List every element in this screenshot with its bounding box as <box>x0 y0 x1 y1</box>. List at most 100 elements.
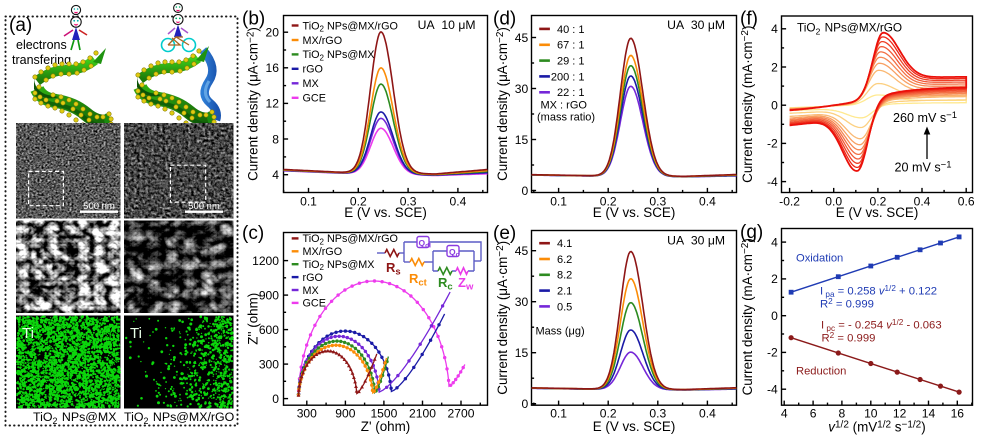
svg-text:TiO2 NPs@MX: TiO2 NPs@MX <box>303 259 375 272</box>
svg-text:10: 10 <box>864 407 878 421</box>
svg-text:(d): (d) <box>493 9 516 30</box>
svg-text:(mass ratio): (mass ratio) <box>537 111 595 123</box>
svg-text:14: 14 <box>922 407 936 421</box>
svg-text:MX/rGO: MX/rGO <box>303 246 343 258</box>
svg-text:-0.2: -0.2 <box>779 195 800 209</box>
svg-text:16: 16 <box>951 407 965 421</box>
svg-text:(f): (f) <box>740 9 758 30</box>
svg-text:0.1: 0.1 <box>550 194 567 208</box>
svg-text:8: 8 <box>839 407 846 421</box>
svg-text:0.0: 0.0 <box>825 195 842 209</box>
svg-text:electrons: electrons <box>16 38 67 52</box>
svg-text:0: 0 <box>272 392 279 406</box>
svg-text:1200: 1200 <box>252 254 279 268</box>
svg-text:1500: 1500 <box>370 407 397 421</box>
svg-text:20 mV s−1: 20 mV s−1 <box>894 160 951 175</box>
svg-text:Zw: Zw <box>458 275 474 293</box>
svg-text:Rc: Rc <box>438 275 453 293</box>
svg-text:0.2: 0.2 <box>600 407 617 421</box>
svg-text:0: 0 <box>521 184 528 198</box>
svg-text:4: 4 <box>771 22 778 36</box>
svg-text:15: 15 <box>515 133 529 147</box>
svg-text:0: 0 <box>521 397 528 411</box>
svg-text:E (V vs. SCE): E (V vs. SCE) <box>344 205 427 220</box>
svg-text:UA 30 μM: UA 30 μM <box>667 18 725 32</box>
svg-text:900: 900 <box>335 407 355 421</box>
svg-text:0.3: 0.3 <box>400 194 417 208</box>
svg-text:2: 2 <box>771 60 778 74</box>
svg-text:rGO: rGO <box>303 64 323 76</box>
svg-text:0.4: 0.4 <box>449 194 466 208</box>
svg-text:2: 2 <box>771 272 778 286</box>
svg-text:Current density (mA·cm−2): Current density (mA·cm−2) <box>740 26 755 183</box>
svg-text:Ti: Ti <box>130 325 142 342</box>
svg-text:600: 600 <box>259 323 279 337</box>
svg-text:MX: MX <box>303 78 319 90</box>
svg-text:4: 4 <box>781 407 788 421</box>
svg-text:v1/2 (mV1/2 s−1/2): v1/2 (mV1/2 s−1/2) <box>828 420 925 435</box>
svg-text:45: 45 <box>515 244 529 258</box>
svg-text:Current density (μA·cm−2): Current density (μA·cm−2) <box>246 27 261 181</box>
svg-text:-4: -4 <box>767 383 778 397</box>
svg-text:30: 30 <box>515 295 529 309</box>
svg-text:20: 20 <box>266 26 280 40</box>
svg-text:0.4: 0.4 <box>699 194 716 208</box>
svg-text:Current density (mA·cm−2): Current density (mA·cm−2) <box>740 238 755 395</box>
svg-text:GCE: GCE <box>303 93 326 105</box>
svg-text:TiO2 NPs@MX/rGO: TiO2 NPs@MX/rGO <box>797 21 902 37</box>
svg-text:260 mV s−1: 260 mV s−1 <box>893 110 957 125</box>
svg-text:E (V vs. SCE): E (V vs. SCE) <box>593 205 676 220</box>
svg-text:(g): (g) <box>740 222 763 243</box>
svg-text:(a): (a) <box>9 15 32 36</box>
svg-text:E (V vs. SCE): E (V vs. SCE) <box>836 205 919 220</box>
svg-text:500 nm: 500 nm <box>83 201 115 212</box>
svg-text:TiO2 NPs@MX: TiO2 NPs@MX <box>33 410 116 426</box>
svg-text:MX : rGO: MX : rGO <box>541 99 588 111</box>
svg-text:45: 45 <box>515 31 529 45</box>
svg-text:300: 300 <box>259 357 279 371</box>
svg-text:0.2: 0.2 <box>600 194 617 208</box>
svg-text:2.1: 2.1 <box>557 286 572 298</box>
svg-text:2100: 2100 <box>409 407 436 421</box>
svg-text:Oxidation: Oxidation <box>796 253 843 265</box>
svg-text:30: 30 <box>515 82 529 96</box>
svg-text:8: 8 <box>272 132 279 146</box>
svg-text:12: 12 <box>893 407 907 421</box>
svg-text:rGO: rGO <box>303 272 323 284</box>
svg-text:40 : 1: 40 : 1 <box>557 24 585 36</box>
svg-text:8.2: 8.2 <box>557 270 572 282</box>
svg-text:0.1: 0.1 <box>550 407 567 421</box>
svg-text:0.3: 0.3 <box>649 407 666 421</box>
svg-text:MX: MX <box>303 285 319 297</box>
svg-text:0.6: 0.6 <box>958 195 975 209</box>
svg-text:0.3: 0.3 <box>649 194 666 208</box>
svg-text:UA 30 μM: UA 30 μM <box>667 234 725 248</box>
svg-text:Mass (μg): Mass (μg) <box>536 326 585 338</box>
svg-text:MX/rGO: MX/rGO <box>303 35 343 47</box>
svg-text:(b): (b) <box>242 9 265 30</box>
svg-text:Rct: Rct <box>409 271 428 289</box>
svg-text:Z'' (ohm): Z'' (ohm) <box>246 293 261 345</box>
svg-text:Current density (μA·cm−2): Current density (μA·cm−2) <box>495 241 510 395</box>
svg-text:UA 10 μM: UA 10 μM <box>418 18 476 32</box>
svg-text:R2 = 0.999: R2 = 0.999 <box>822 331 876 345</box>
svg-text:22 : 1: 22 : 1 <box>557 87 585 99</box>
svg-text:Rs: Rs <box>386 260 401 278</box>
svg-text:900: 900 <box>259 288 279 302</box>
svg-text:TiO2 NPs@MX/rGO: TiO2 NPs@MX/rGO <box>303 233 398 246</box>
svg-text:200 : 1: 200 : 1 <box>551 71 585 83</box>
svg-text:6.2: 6.2 <box>557 254 572 266</box>
svg-text:4.1: 4.1 <box>557 238 572 250</box>
svg-text:I pa = 0.258 v1/2 + 0.122: I pa = 0.258 v1/2 + 0.122 <box>820 284 937 299</box>
svg-text:16: 16 <box>266 61 280 75</box>
svg-text:I pc = - 0.254 v1/2 - 0.063: I pc = - 0.254 v1/2 - 0.063 <box>821 318 942 333</box>
svg-text:-2: -2 <box>767 137 778 151</box>
svg-text:29 : 1: 29 : 1 <box>557 56 585 68</box>
svg-text:0: 0 <box>771 309 778 323</box>
svg-text:0.4: 0.4 <box>914 195 931 209</box>
svg-text:0.4: 0.4 <box>699 407 716 421</box>
svg-text:4: 4 <box>272 168 279 182</box>
svg-text:12: 12 <box>266 97 280 111</box>
svg-text:Z' (ohm): Z' (ohm) <box>361 419 410 434</box>
svg-text:0.5: 0.5 <box>557 301 572 313</box>
